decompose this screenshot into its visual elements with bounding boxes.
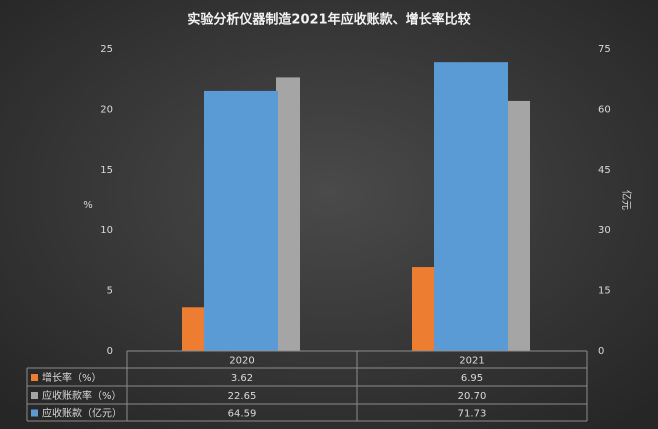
y2-tick-label: 15 xyxy=(598,286,611,297)
legend-label: 应收账款率（%） xyxy=(42,389,122,402)
y2-tick-label: 75 xyxy=(598,44,611,55)
x-tick-label: 2021 xyxy=(459,356,484,367)
bar xyxy=(506,100,530,351)
table-value: 71.73 xyxy=(458,409,487,420)
bar xyxy=(182,307,204,351)
y2-tick-label: 0 xyxy=(598,346,604,357)
y-tick-label: 0 xyxy=(107,346,113,357)
bar xyxy=(276,77,300,351)
bar xyxy=(434,62,508,351)
bar xyxy=(412,267,434,351)
legend-label: 增长率（%） xyxy=(42,371,102,384)
table-value: 20.70 xyxy=(458,391,487,402)
legend-swatch xyxy=(31,392,38,399)
table-value: 3.62 xyxy=(231,373,253,384)
table-value: 6.95 xyxy=(461,373,483,384)
x-tick-label: 2020 xyxy=(229,356,254,367)
y-tick-label: 20 xyxy=(100,104,113,115)
y2-axis-label: 亿元 xyxy=(620,190,633,210)
y-tick-label: 10 xyxy=(100,225,113,236)
bar xyxy=(204,90,278,351)
legend-label: 应收账款（亿元） xyxy=(42,407,122,420)
y-tick-label: 25 xyxy=(100,44,113,55)
y2-tick-label: 60 xyxy=(598,104,611,115)
y-tick-label: 15 xyxy=(100,165,113,176)
legend-swatch xyxy=(31,409,38,417)
y2-tick-label: 30 xyxy=(598,225,611,236)
y-tick-label: 5 xyxy=(107,286,113,297)
y2-tick-label: 45 xyxy=(598,165,611,176)
table-value: 64.59 xyxy=(228,409,257,420)
legend-swatch xyxy=(31,374,38,381)
table-value: 22.65 xyxy=(228,391,257,402)
y-axis-label: % xyxy=(83,200,93,211)
chart-title: 实验分析仪器制造2021年应收账款、增长率比较 xyxy=(187,12,470,28)
